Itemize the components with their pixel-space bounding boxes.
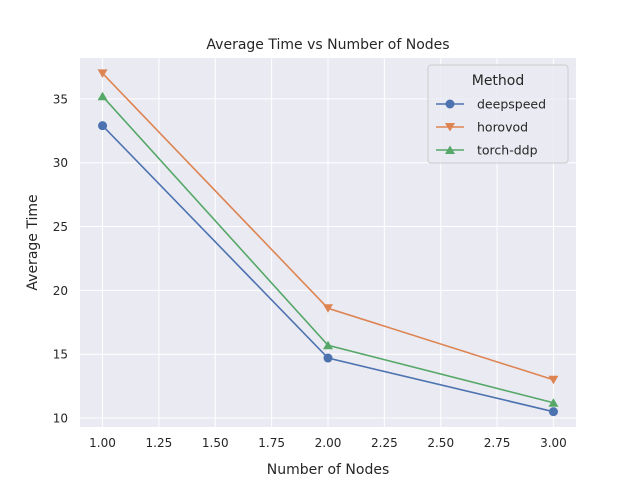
data-point bbox=[323, 340, 333, 350]
legend-marker bbox=[445, 99, 455, 109]
x-tick-label: 3.00 bbox=[540, 436, 567, 450]
data-point bbox=[548, 407, 558, 417]
data-point bbox=[323, 304, 333, 313]
series-torch-ddp bbox=[97, 91, 559, 407]
y-tick-label: 10 bbox=[53, 412, 68, 426]
data-point bbox=[548, 375, 559, 385]
x-tick-label: 2.50 bbox=[427, 436, 454, 450]
y-tick-label: 25 bbox=[53, 220, 68, 234]
x-tick-label: 2.25 bbox=[371, 436, 398, 450]
legend-label: horovod bbox=[477, 120, 528, 135]
x-tick-labels: 1.00 1.25 1.50 1.75 2.00 2.25 2.50 2.75 3.00 bbox=[89, 436, 567, 450]
y-tick-label: 15 bbox=[53, 348, 68, 362]
x-tick-label: 2.75 bbox=[484, 436, 511, 450]
y-axis-title: Average Time bbox=[25, 194, 41, 290]
x-tick-label: 2.00 bbox=[315, 436, 342, 450]
y-tick-label: 30 bbox=[53, 156, 68, 170]
series-horovod bbox=[97, 69, 559, 385]
legend-label: deepspeed bbox=[477, 97, 546, 112]
legend: Method deepspeed horovod torch-ddp bbox=[427, 64, 569, 164]
legend-label: torch-ddp bbox=[477, 143, 538, 158]
chart-title: Average Time vs Number of Nodes bbox=[206, 37, 449, 53]
legend-entry: deepspeed bbox=[436, 97, 546, 112]
legend-entries: deepspeed horovod torch-ddp bbox=[436, 97, 546, 158]
data-point bbox=[323, 353, 333, 363]
data-point bbox=[98, 121, 108, 131]
legend-marker bbox=[445, 123, 455, 132]
legend-entry: horovod bbox=[436, 120, 528, 135]
legend-marker bbox=[445, 145, 455, 154]
x-tick-label: 1.50 bbox=[202, 436, 229, 450]
legend-box bbox=[427, 64, 569, 164]
data-point bbox=[548, 398, 559, 407]
y-tick-label: 20 bbox=[53, 284, 68, 298]
legend-title: Method bbox=[472, 73, 525, 89]
x-tick-label: 1.75 bbox=[258, 436, 285, 450]
x-tick-label: 1.00 bbox=[89, 436, 116, 450]
series-lines bbox=[97, 69, 559, 417]
y-tick-label: 35 bbox=[53, 92, 68, 106]
legend-entry: torch-ddp bbox=[436, 143, 538, 158]
x-axis-title: Number of Nodes bbox=[267, 462, 389, 478]
data-point bbox=[97, 69, 108, 78]
x-tick-label: 1.25 bbox=[146, 436, 173, 450]
series-deepspeed bbox=[98, 121, 558, 417]
data-point bbox=[97, 91, 108, 101]
y-tick-labels: 10 15 20 25 30 35 bbox=[53, 92, 68, 425]
